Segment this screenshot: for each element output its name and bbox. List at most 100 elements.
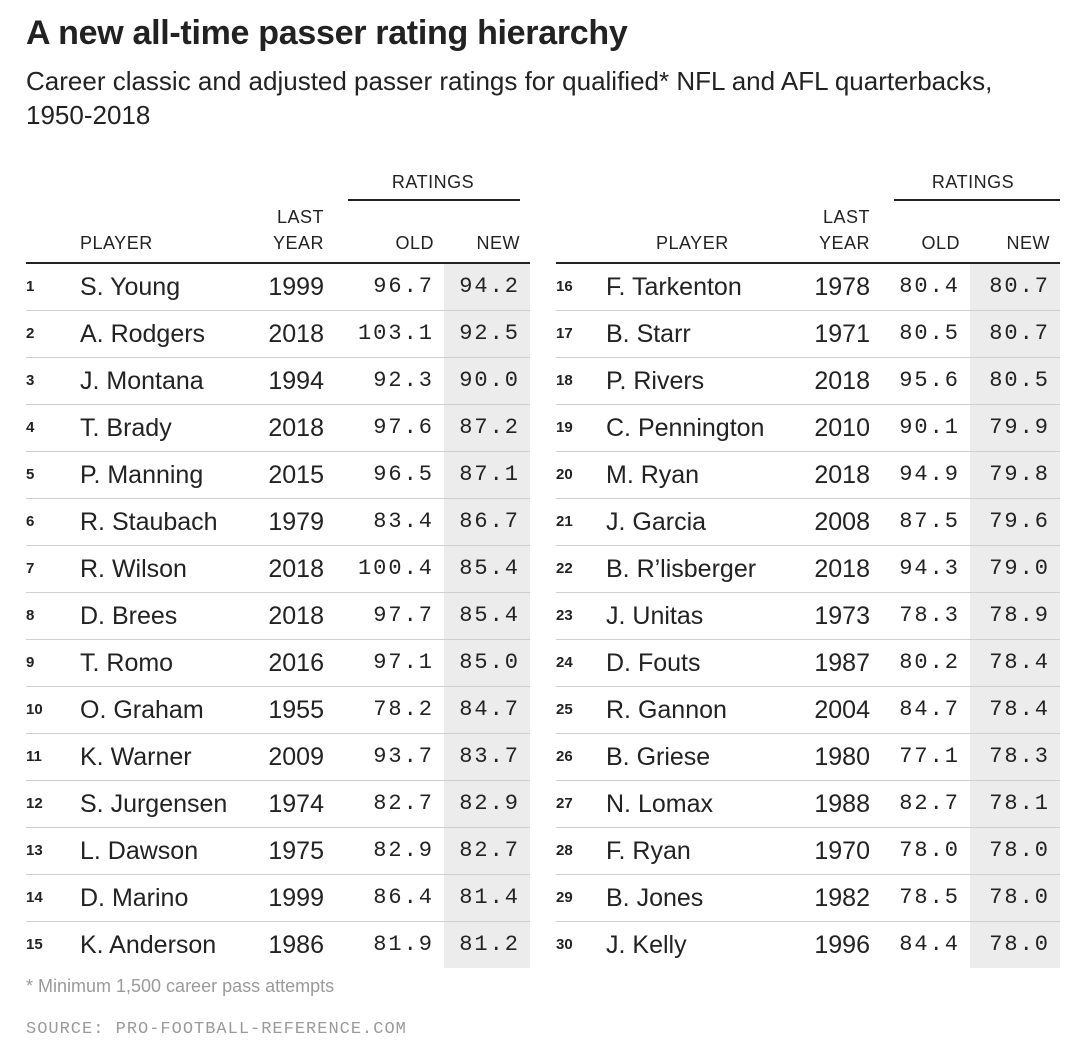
rows-right: 16 F. Tarkenton 1978 80.4 80.7 17 B. Starr 1971… [556,264,1060,968]
source-note: SOURCE: PRO-FOOTBALL-REFERENCE.COM [26,1020,407,1039]
table-row: 20 M. Ryan 2018 94.9 79.8 [556,452,1060,499]
new-rating-cell: 78.0 [989,932,1050,957]
new-rating-cell: 78.3 [989,744,1050,769]
ratings-group-label: RATINGS [391,172,475,192]
new-rating-cell: 78.4 [989,697,1050,722]
chart-title: A new all-time passer rating hierarchy [26,14,628,52]
rank-cell: 11 [26,748,42,765]
rank-cell: 3 [26,372,35,389]
header-rule [26,262,530,264]
new-rating-cell: 80.7 [989,274,1050,299]
table-row: 22 B. R’lisberger 2018 94.3 79.0 [556,546,1060,593]
table-row: 12 S. Jurgensen 1974 82.7 82.9 [26,781,530,828]
old-rating-cell: 80.4 [899,274,960,299]
old-rating-cell: 97.1 [373,650,434,675]
new-column-header: NEW [1006,233,1050,253]
last-year-cell: 1970 [814,837,870,865]
player-name-cell: J. Montana [80,367,204,395]
rows-left: 1 S. Young 1999 96.7 94.2 2 A. Rodgers 2018 103.… [26,264,530,968]
player-name-cell: J. Garcia [606,508,707,536]
player-name-cell: R. Gannon [606,696,727,724]
table-row: 2 A. Rodgers 2018 103.1 92.5 [26,311,530,358]
player-name-cell: L. Dawson [80,837,199,865]
new-rating-cell: 78.4 [989,650,1050,675]
table-row: 1 S. Young 1999 96.7 94.2 [26,264,530,311]
table-header: RATINGS PLAYER LAST YEAR OLD NEW [26,168,530,264]
old-rating-cell: 92.3 [373,368,434,393]
last-year-cell: 1973 [814,602,870,630]
rank-cell: 4 [26,419,35,436]
table-header: RATINGS PLAYER LAST YEAR OLD NEW [556,168,1060,264]
old-rating-cell: 83.4 [373,509,434,534]
old-rating-cell: 80.5 [899,321,960,346]
player-name-cell: P. Manning [80,461,204,489]
rank-cell: 12 [26,795,43,812]
player-name-cell: T. Romo [80,649,174,677]
last-year-cell: 2015 [268,461,324,489]
table-row: 19 C. Pennington 2010 90.1 79.9 [556,405,1060,452]
new-rating-cell: 78.9 [989,603,1050,628]
last-year-header-line2: YEAR [272,233,324,253]
player-name-cell: D. Fouts [606,649,701,677]
table-row: 13 L. Dawson 1975 82.9 82.7 [26,828,530,875]
player-column-header: PLAYER [656,233,729,253]
new-rating-cell: 82.9 [459,791,520,816]
player-name-cell: F. Tarkenton [606,273,742,301]
player-name-cell: B. Jones [606,884,704,912]
table-row: 10 O. Graham 1955 78.2 84.7 [26,687,530,734]
player-name-cell: K. Anderson [80,931,217,959]
last-year-cell: 2018 [268,414,324,442]
rank-cell: 15 [26,936,43,953]
table-row: 8 D. Brees 2018 97.7 85.4 [26,593,530,640]
player-name-cell: D. Brees [80,602,178,630]
last-year-cell: 2018 [268,320,324,348]
table-row: 18 P. Rivers 2018 95.6 80.5 [556,358,1060,405]
rank-cell: 22 [556,560,573,577]
last-year-cell: 1974 [268,790,324,818]
rank-cell: 24 [556,654,573,671]
old-rating-cell: 97.7 [373,603,434,628]
last-year-cell: 2009 [268,743,324,771]
table-row: 16 F. Tarkenton 1978 80.4 80.7 [556,264,1060,311]
table-row: 21 J. Garcia 2008 87.5 79.6 [556,499,1060,546]
old-rating-cell: 100.4 [357,556,434,581]
new-rating-cell: 82.7 [459,838,520,863]
table-row: 9 T. Romo 2016 97.1 85.0 [26,640,530,687]
rank-cell: 1 [26,278,35,295]
player-name-cell: B. Griese [606,743,711,771]
last-year-cell: 1987 [814,649,870,677]
new-rating-cell: 86.7 [459,509,520,534]
last-year-cell: 2016 [268,649,324,677]
table-row: 7 R. Wilson 2018 100.4 85.4 [26,546,530,593]
table-row: 26 B. Griese 1980 77.1 78.3 [556,734,1060,781]
last-year-cell: 2018 [814,367,870,395]
new-rating-cell: 79.6 [989,509,1050,534]
last-year-cell: 2010 [814,414,870,442]
chart-subtitle: Career classic and adjusted passer ratin… [26,66,993,130]
player-name-cell: R. Wilson [80,555,187,583]
player-name-cell: P. Rivers [606,367,705,395]
table-row: 27 N. Lomax 1988 82.7 78.1 [556,781,1060,828]
last-year-cell: 1978 [814,273,870,301]
old-rating-cell: 78.5 [899,885,960,910]
player-name-cell: J. Unitas [606,602,704,630]
last-year-cell: 1988 [814,790,870,818]
new-rating-cell: 79.0 [989,556,1050,581]
rank-cell: 10 [26,701,43,718]
last-year-cell: 1994 [268,367,324,395]
player-name-cell: M. Ryan [606,461,700,489]
new-rating-cell: 92.5 [459,321,520,346]
ratings-group-label: RATINGS [931,172,1015,192]
ratings-table-left: RATINGS PLAYER LAST YEAR OLD NEW 1 S. You… [26,168,530,968]
old-rating-cell: 96.7 [373,274,434,299]
old-rating-cell: 82.7 [899,791,960,816]
table-row: 25 R. Gannon 2004 84.7 78.4 [556,687,1060,734]
table-row: 15 K. Anderson 1986 81.9 81.2 [26,922,530,968]
new-rating-cell: 79.8 [989,462,1050,487]
rank-cell: 20 [556,466,573,483]
new-column-highlight [444,264,530,968]
last-year-column-header: LAST YEAR [236,204,324,256]
player-name-cell: A. Rodgers [80,320,206,348]
last-year-cell: 1996 [814,931,870,959]
last-year-header-line1: LAST [822,207,870,227]
